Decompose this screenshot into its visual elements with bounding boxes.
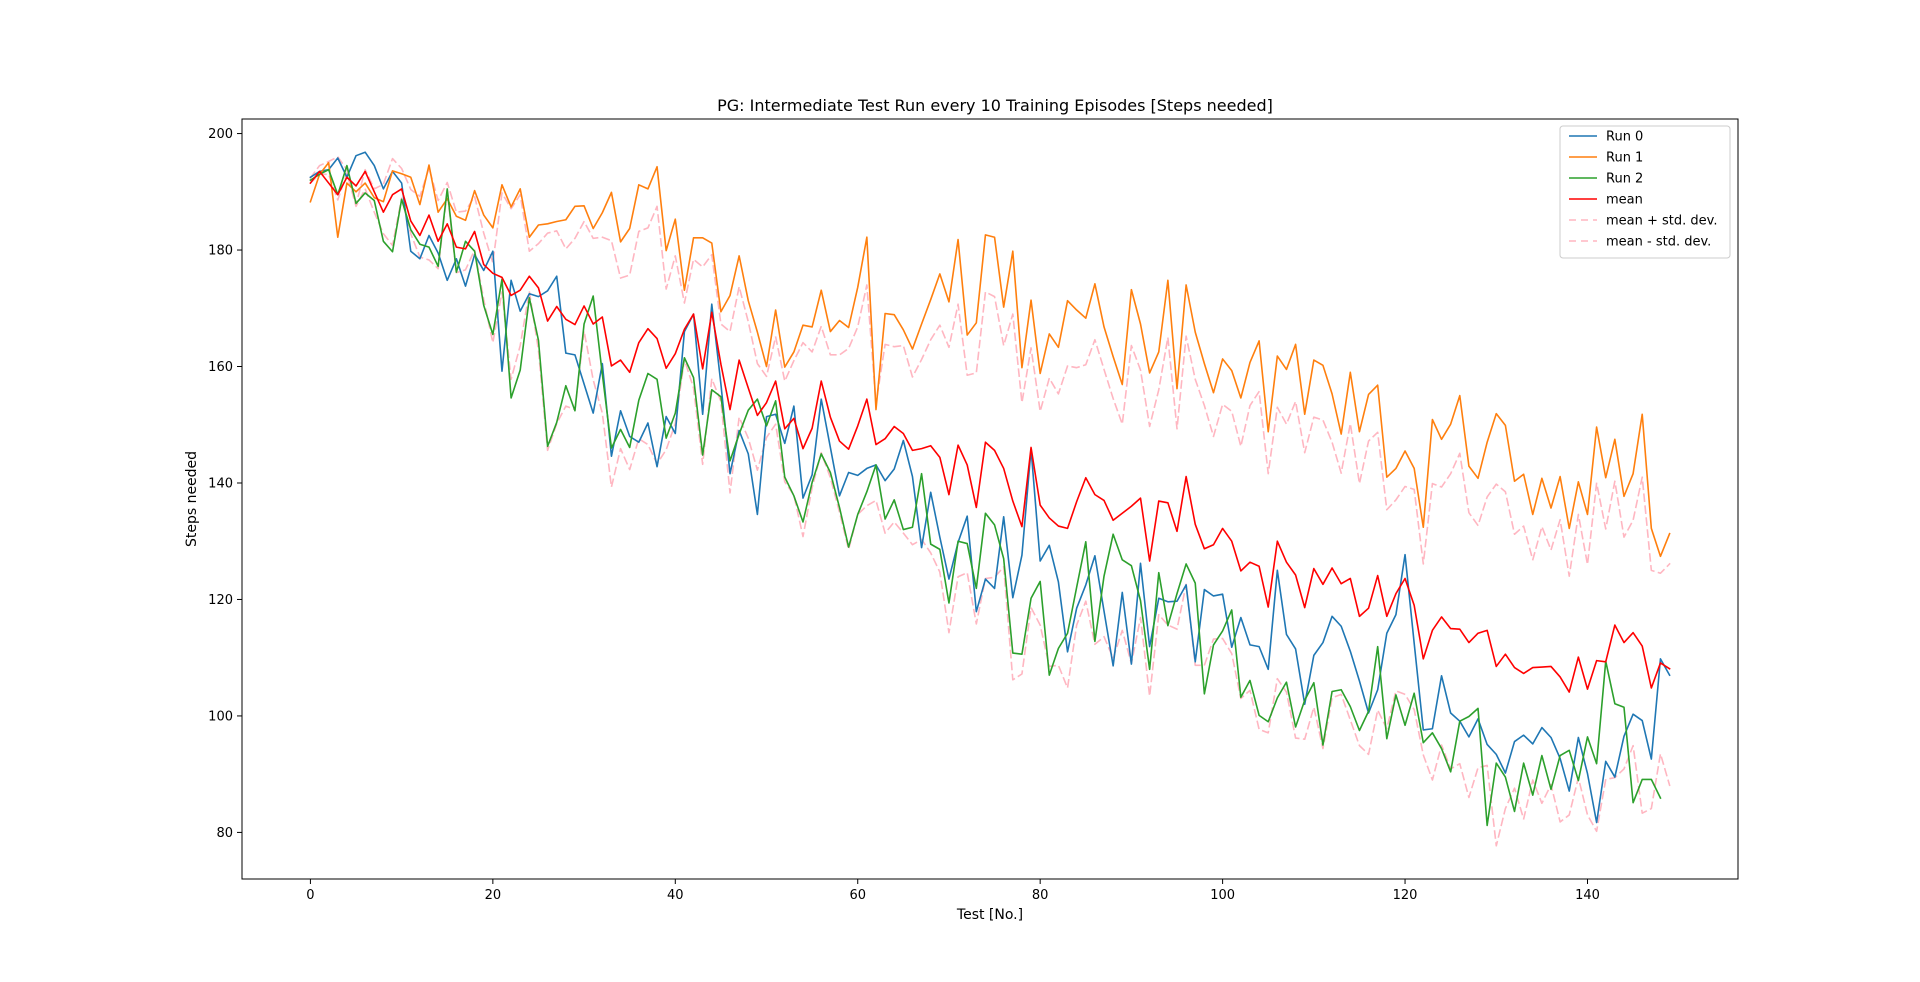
y-tick-label: 160 [208, 360, 233, 375]
legend-label: Run 2 [1606, 172, 1643, 187]
series-line-run-2 [309, 164, 1662, 827]
x-tick-label: 40 [667, 888, 684, 903]
series-line-run-0 [309, 151, 1671, 824]
x-axis-label: Test [No.] [956, 907, 1023, 923]
x-axis: 0 20 40 60 80 100 120 140 [306, 879, 1600, 903]
y-tick-label: 180 [208, 244, 233, 259]
legend: Run 0 Run 1 Run 2 mean mean + std. dev. mean … [1559, 125, 1731, 259]
x-tick-label: 120 [1393, 888, 1418, 903]
y-axis: 80 100 120 140 160 180 200 [208, 127, 242, 841]
y-tick-label: 120 [208, 593, 233, 608]
legend-box [1559, 125, 1731, 259]
legend-label: mean [1606, 193, 1643, 208]
y-tick-label: 80 [216, 826, 233, 841]
legend-label: mean + std. dev. [1606, 214, 1717, 229]
x-tick-label: 140 [1575, 888, 1600, 903]
series-line-mean-std-dev [309, 172, 1671, 847]
legend-label: mean - std. dev. [1606, 235, 1711, 250]
x-tick-label: 60 [849, 888, 866, 903]
y-tick-label: 200 [208, 127, 233, 142]
x-tick-label: 0 [306, 888, 314, 903]
series-line-mean-std-dev [309, 156, 1671, 577]
y-tick-label: 100 [208, 709, 233, 724]
plot-frame [241, 118, 1739, 880]
x-tick-label: 20 [485, 888, 502, 903]
chart-title: PG: Intermediate Test Run every 10 Train… [717, 96, 1273, 115]
x-tick-label: 100 [1210, 888, 1235, 903]
x-tick-label: 80 [1032, 888, 1049, 903]
series-line-run-1 [309, 161, 1671, 558]
series-line-mean [309, 170, 1671, 693]
legend-items: Run 0 Run 1 Run 2 mean mean + std. dev. mean … [1569, 130, 1717, 250]
legend-label: Run 1 [1606, 151, 1643, 166]
series-layer [309, 151, 1671, 847]
y-axis-label: Steps needed [184, 451, 200, 547]
y-tick-label: 140 [208, 476, 233, 491]
legend-label: Run 0 [1606, 130, 1643, 145]
